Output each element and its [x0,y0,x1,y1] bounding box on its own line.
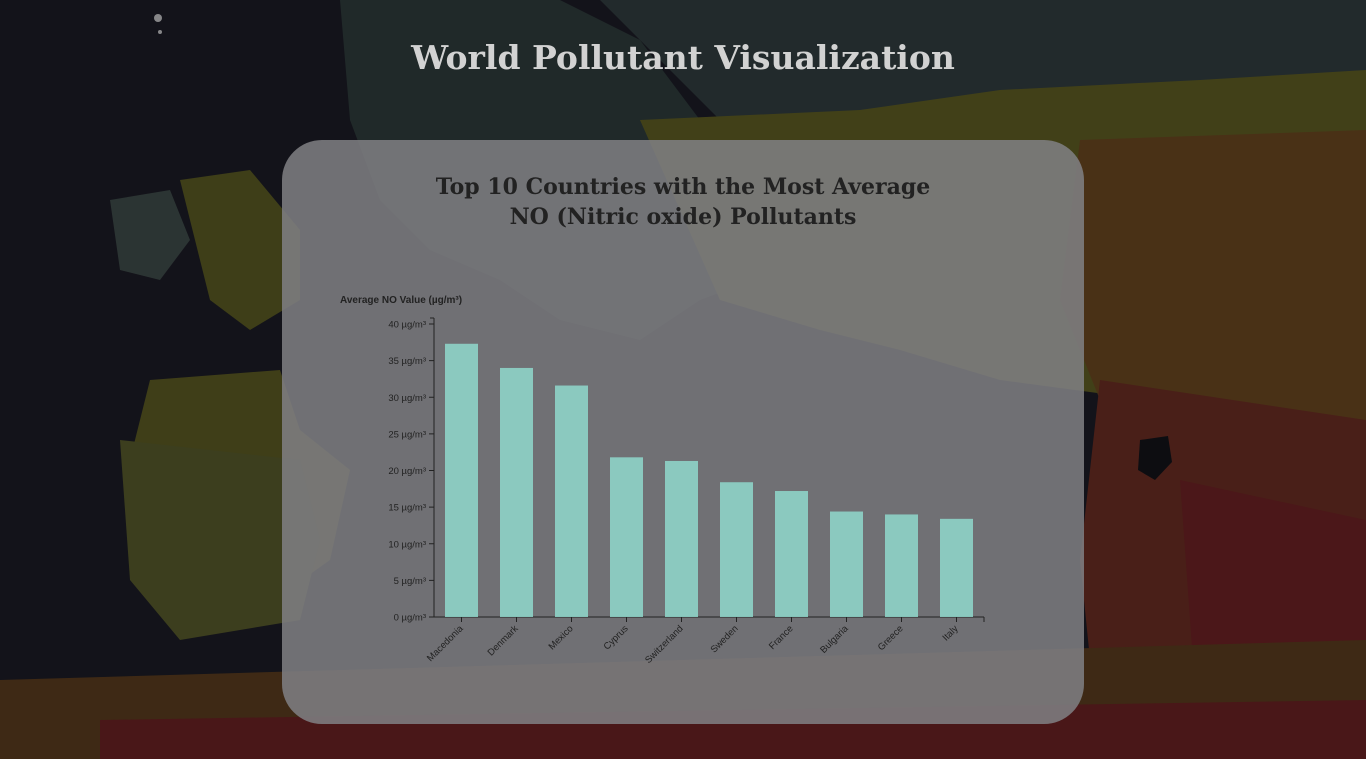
y-tick-label: 5 µg/m³ [394,576,426,587]
x-tick-label: France [767,623,796,652]
y-tick-label: 20 µg/m³ [388,466,426,477]
bar-chart: Average NO Value (µg/m³) 0 µg/m³ 5 µg/m³ 1… [340,295,985,666]
page-title: World Pollutant Visualization [411,38,955,77]
chart-title: Top 10 Countries with the Most Average N… [282,172,1084,232]
bars [445,343,973,617]
bar-bulgaria[interactable] [830,511,863,617]
chart-title-line-2: NO (Nitric oxide) Pollutants [509,204,857,230]
y-tick-label: 0 µg/m³ [394,613,426,624]
y-tick-label: 10 µg/m³ [388,539,426,550]
y-axis-label: Average NO Value (µg/m³) [340,295,462,306]
y-tick-label: 30 µg/m³ [388,393,426,404]
bar-cyprus[interactable] [610,457,643,617]
bar-greece[interactable] [885,514,918,617]
x-tick-label: Switzerland [643,623,686,666]
y-tick-label: 40 µg/m³ [388,320,426,331]
chart-card: Top 10 Countries with the Most Average N… [282,140,1084,724]
x-axis: Macedonia Denmark Mexico Cyprus Switzerland S… [425,616,985,666]
y-tick-label: 35 µg/m³ [388,356,426,367]
bar-mexico[interactable] [555,385,588,617]
y-tick-label: 25 µg/m³ [388,429,426,440]
bar-italy[interactable] [940,518,973,617]
bar-france[interactable] [775,491,808,617]
bar-denmark[interactable] [500,367,533,617]
x-tick-label: Denmark [486,623,521,658]
x-tick-label: Greece [876,623,906,653]
x-tick-label: Italy [941,623,961,643]
y-tick-label: 15 µg/m³ [388,503,426,514]
bar-macedonia[interactable] [445,343,478,617]
y-axis: 0 µg/m³ 5 µg/m³ 10 µg/m³ 15 µg/m³ 20 µg/m³ 25… [388,317,435,624]
x-tick-label: Bulgaria [818,623,851,656]
chart-title-line-1: Top 10 Countries with the Most Average [435,174,931,200]
x-tick-label: Macedonia [425,623,466,664]
x-tick-label: Mexico [547,623,576,652]
bar-switzerland[interactable] [665,460,698,617]
x-tick-label: Sweden [709,623,741,655]
bar-sweden[interactable] [720,482,753,617]
x-tick-label: Cyprus [602,623,631,652]
